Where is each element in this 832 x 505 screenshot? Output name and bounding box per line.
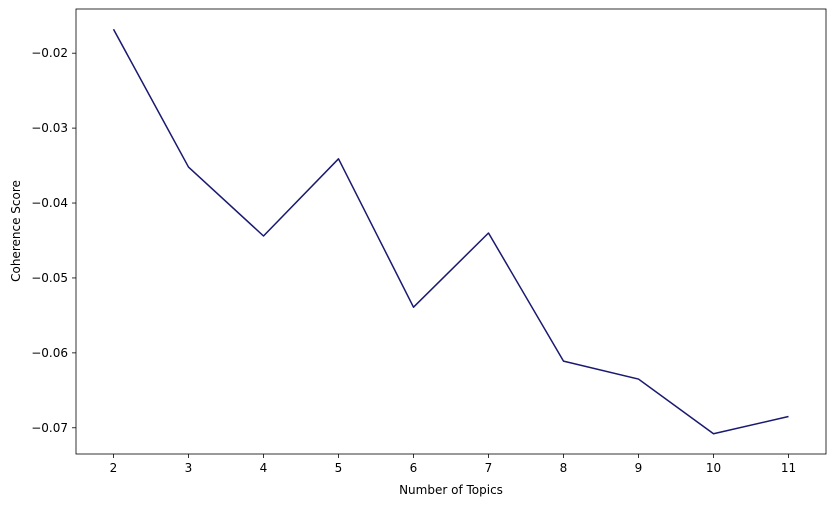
y-tick-label: −0.04 — [31, 196, 68, 210]
y-tick-label: −0.03 — [31, 121, 68, 135]
plot-frame — [75, 8, 827, 455]
x-tick-label: 5 — [335, 461, 343, 475]
x-tick-label: 10 — [706, 461, 721, 475]
y-tick-label: −0.02 — [31, 46, 68, 60]
y-tick-label: −0.07 — [31, 421, 68, 435]
x-tick-label: 11 — [781, 461, 796, 475]
y-tick-label: −0.06 — [31, 346, 68, 360]
x-tick-label: 6 — [410, 461, 418, 475]
y-axis: −0.02 −0.03 −0.04 −0.05 −0.06 −0.07 — [31, 46, 76, 435]
x-axis-label: Number of Topics — [399, 483, 503, 497]
x-tick-label: 9 — [635, 461, 643, 475]
plot-area — [75, 8, 827, 455]
x-tick-label: 8 — [560, 461, 568, 475]
series-layer — [112, 28, 789, 435]
x-tick-label: 4 — [260, 461, 268, 475]
x-tick-label: 3 — [185, 461, 193, 475]
coherence-series-line — [112, 28, 789, 435]
x-tick-label: 2 — [110, 461, 118, 475]
x-axis: 2 3 4 5 6 7 8 9 10 11 — [110, 454, 796, 475]
y-tick-label: −0.05 — [31, 271, 68, 285]
y-axis-label: Coherence Score — [9, 180, 23, 282]
x-tick-label: 7 — [485, 461, 493, 475]
